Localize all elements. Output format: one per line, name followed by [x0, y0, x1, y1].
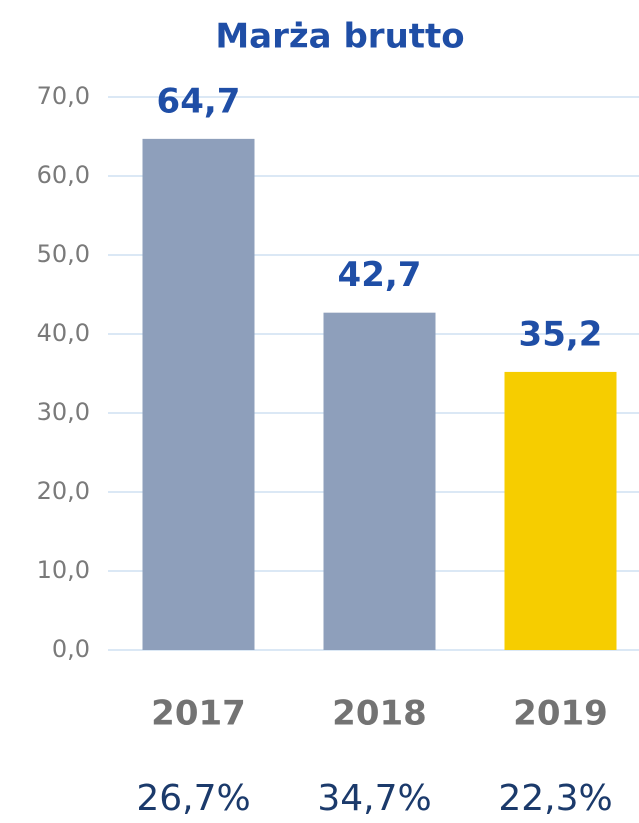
y-tick-label: 0,0 [52, 635, 90, 663]
y-tick-label: 30,0 [37, 398, 90, 426]
value-label: 64,7 [157, 81, 241, 121]
bar [323, 312, 436, 650]
y-tick-label: 50,0 [37, 240, 90, 268]
bar [142, 138, 255, 650]
bar [504, 371, 617, 650]
y-tick-label: 40,0 [37, 319, 90, 347]
value-label: 35,2 [519, 314, 603, 354]
x-tick-label: 2017 [151, 694, 246, 734]
y-tick-label: 20,0 [37, 477, 90, 505]
chart-title: Marża brutto [215, 17, 464, 57]
percent-label: 26,7% [136, 778, 250, 819]
value-label: 42,7 [338, 255, 422, 295]
y-tick-label: 70,0 [37, 82, 90, 110]
y-tick-label: 60,0 [37, 161, 90, 189]
percent-label: 34,7% [317, 778, 431, 819]
percent-label: 22,3% [498, 778, 612, 819]
x-tick-label: 2018 [332, 694, 427, 734]
y-tick-label: 10,0 [37, 556, 90, 584]
x-tick-label: 2019 [513, 694, 608, 734]
